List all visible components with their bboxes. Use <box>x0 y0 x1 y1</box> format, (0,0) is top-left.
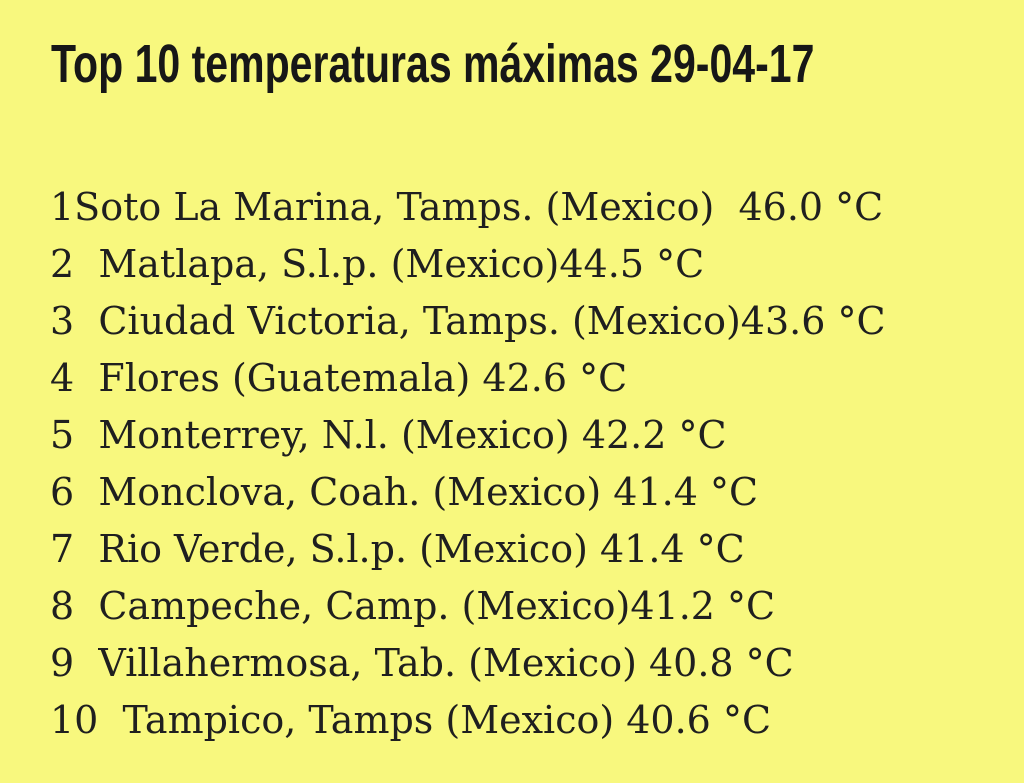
temperature-row: 10 Tampico, Tamps (Mexico) 40.6 °C <box>50 698 772 742</box>
temperature-list: 1Soto La Marina, Tamps. (Mexico) 46.0 °C… <box>50 179 886 749</box>
page-title: Top 10 temperaturas máximas 29-04-17 <box>51 34 815 94</box>
temperature-row: 1Soto La Marina, Tamps. (Mexico) 46.0 °C <box>50 185 884 229</box>
temperature-row: 4 Flores (Guatemala) 42.6 °C <box>50 356 628 400</box>
temperature-row: 9 Villahermosa, Tab. (Mexico) 40.8 °C <box>50 641 794 685</box>
temperature-row: 2 Matlapa, S.l.p. (Mexico)44.5 °C <box>50 242 705 286</box>
temperature-row: 7 Rio Verde, S.l.p. (Mexico) 41.4 °C <box>50 527 745 571</box>
temperature-row: 5 Monterrey, N.l. (Mexico) 42.2 °C <box>50 413 727 457</box>
temperature-row: 6 Monclova, Coah. (Mexico) 41.4 °C <box>50 470 759 514</box>
temperature-row: 3 Ciudad Victoria, Tamps. (Mexico)43.6 °… <box>50 299 886 343</box>
temperature-row: 8 Campeche, Camp. (Mexico)41.2 °C <box>50 584 776 628</box>
